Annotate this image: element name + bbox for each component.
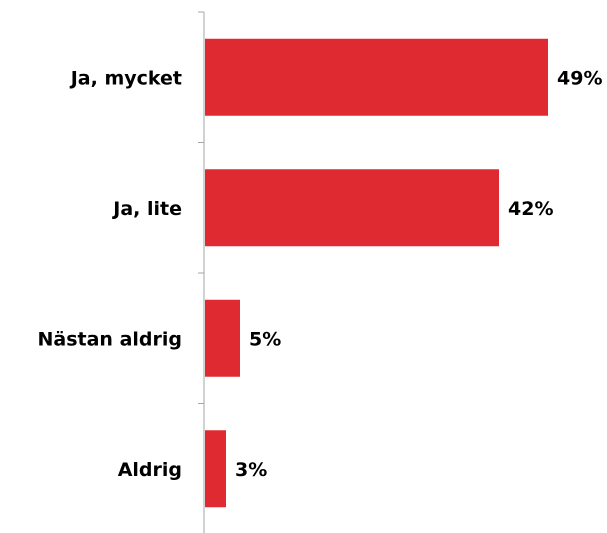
bar — [205, 169, 499, 247]
value-label: 49% — [557, 67, 602, 89]
bar — [205, 430, 226, 508]
bar — [205, 38, 548, 116]
category-label: Ja, mycket — [69, 67, 182, 89]
bar — [205, 299, 240, 377]
bar-series — [205, 38, 548, 508]
category-label: Aldrig — [118, 459, 182, 481]
category-label: Nästan aldrig — [38, 328, 183, 350]
value-label: 5% — [249, 328, 281, 350]
category-label: Ja, lite — [111, 198, 182, 220]
category-axis — [198, 11, 205, 533]
value-label: 42% — [508, 198, 553, 220]
value-label: 3% — [235, 459, 267, 481]
labels: Ja, mycket 49% Ja, lite 42% Nästan aldrig 5% A… — [38, 67, 603, 481]
